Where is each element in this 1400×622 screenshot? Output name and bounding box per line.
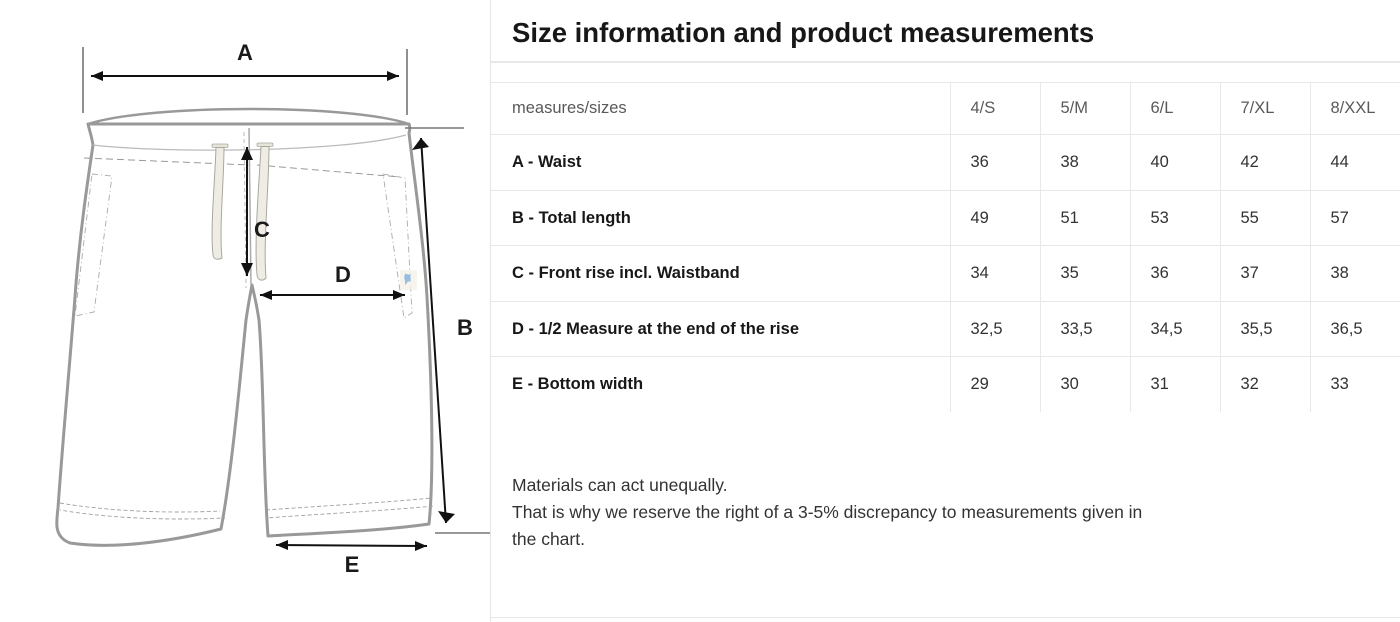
svg-text:B: B [457, 315, 473, 340]
svg-text:E: E [345, 552, 360, 577]
svg-text:A: A [237, 40, 253, 65]
svg-text:D: D [335, 262, 351, 287]
svg-text:C: C [254, 217, 270, 242]
